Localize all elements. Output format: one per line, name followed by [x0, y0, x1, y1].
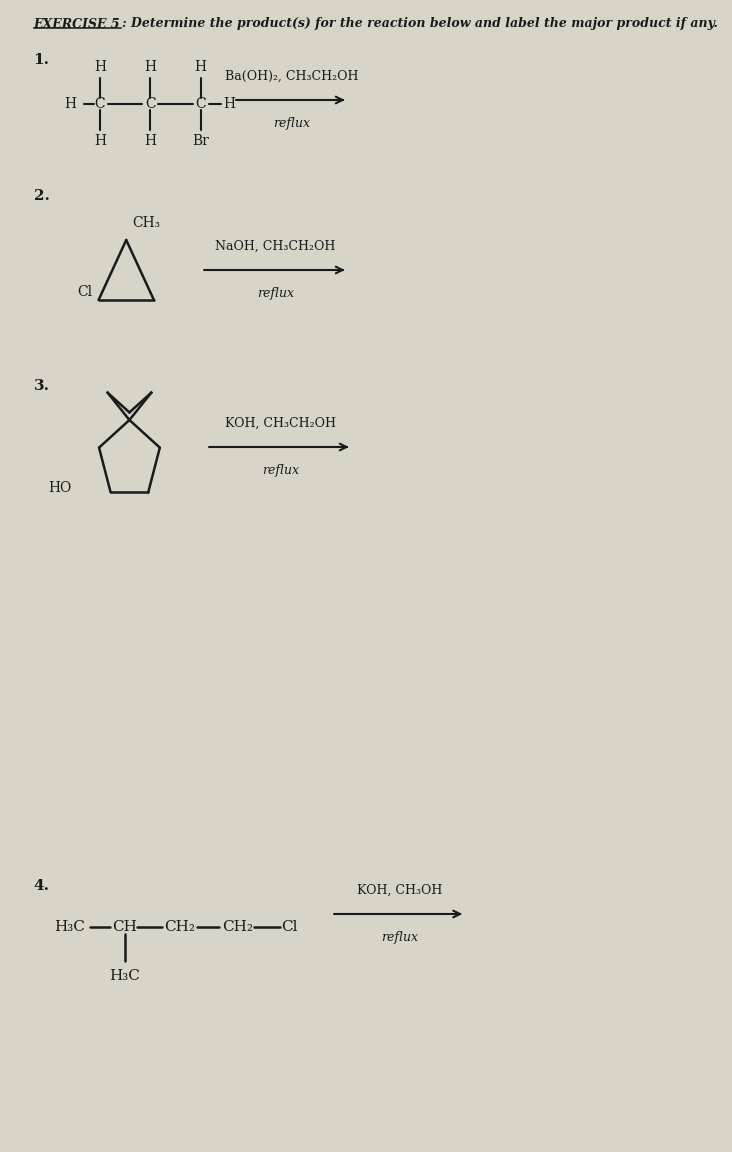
Text: KOH, CH₃CH₂OH: KOH, CH₃CH₂OH	[225, 417, 336, 430]
Text: H: H	[224, 97, 236, 111]
Text: reflux: reflux	[262, 464, 299, 477]
Text: CH₂: CH₂	[164, 920, 195, 934]
Text: 4.: 4.	[34, 879, 50, 893]
Text: reflux: reflux	[273, 118, 310, 130]
Text: CH: CH	[112, 920, 137, 934]
Text: C: C	[195, 97, 206, 111]
Text: 1.: 1.	[34, 53, 50, 67]
Text: Ba(OH)₂, CH₃CH₂OH: Ba(OH)₂, CH₃CH₂OH	[225, 70, 359, 83]
Text: reflux: reflux	[381, 931, 418, 943]
Text: Cl: Cl	[281, 920, 298, 934]
Text: H₃C: H₃C	[109, 969, 140, 983]
Text: KOH, CH₃OH: KOH, CH₃OH	[356, 884, 442, 897]
Text: NaOH, CH₃CH₂OH: NaOH, CH₃CH₂OH	[215, 240, 336, 253]
Text: H: H	[94, 60, 106, 74]
Text: CH₃: CH₃	[132, 217, 161, 230]
Text: CH₂: CH₂	[222, 920, 253, 934]
Text: H: H	[144, 134, 156, 147]
Text: HO: HO	[48, 482, 72, 495]
Text: Br: Br	[192, 134, 209, 147]
Text: H: H	[195, 60, 206, 74]
Text: 3.: 3.	[34, 379, 50, 393]
Text: 2.: 2.	[34, 189, 50, 203]
Text: C: C	[145, 97, 155, 111]
Text: Cl: Cl	[77, 285, 92, 300]
Text: H: H	[64, 97, 76, 111]
Text: H₃C: H₃C	[54, 920, 85, 934]
Text: H: H	[94, 134, 106, 147]
Text: H: H	[144, 60, 156, 74]
Text: EXERCISE 5: EXERCISE 5	[34, 17, 120, 30]
Text: C: C	[94, 97, 105, 111]
Text: reflux: reflux	[257, 287, 294, 300]
Text: : Determine the product(s) for the reaction below and label the major product if: : Determine the product(s) for the react…	[122, 17, 718, 30]
